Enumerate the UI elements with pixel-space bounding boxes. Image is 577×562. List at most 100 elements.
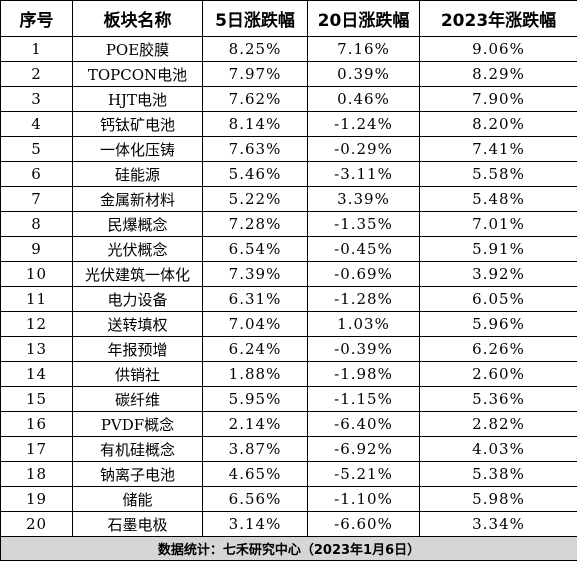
cell-change-5d: 3.14% [202,511,308,537]
table-row: 4 钙钛矿电池 8.14% -1.24% 8.20% [0,111,577,137]
header-change-20d: 20日涨跌幅 [307,0,420,37]
table-row: 17 有机硅概念 3.87% -6.92% 4.03% [0,436,577,462]
cell-index: 7 [0,186,73,212]
cell-change-20d: -1.98% [307,361,420,387]
cell-index: 13 [0,336,73,362]
cell-change-2023: 5.38% [419,461,577,487]
table-row: 3 HJT电池 7.62% 0.46% 7.90% [0,86,577,112]
cell-index: 4 [0,111,73,137]
cell-change-2023: 6.26% [419,336,577,362]
cell-change-2023: 3.34% [419,511,577,537]
table-row: 12 送转填权 7.04% 1.03% 5.96% [0,311,577,337]
table-row: 19 储能 6.56% -1.10% 5.98% [0,486,577,512]
cell-index: 16 [0,411,73,437]
table-row: 18 钠离子电池 4.65% -5.21% 5.38% [0,461,577,487]
table-header: 序号 板块名称 5日涨跌幅 20日涨跌幅 2023年涨跌幅 [0,0,577,37]
cell-index: 9 [0,236,73,262]
footer-row: 数据统计：七禾研究中心（2023年1月6日） [0,536,577,561]
cell-change-5d: 7.28% [202,211,308,237]
cell-change-5d: 5.46% [202,161,308,187]
table-row: 10 光伏建筑一体化 7.39% -0.69% 3.92% [0,261,577,287]
cell-index: 10 [0,261,73,287]
cell-change-5d: 2.14% [202,411,308,437]
cell-sector-name: 碳纤维 [72,386,203,412]
cell-change-20d: 3.39% [307,186,420,212]
cell-sector-name: 有机硅概念 [72,436,203,462]
cell-change-5d: 5.22% [202,186,308,212]
cell-change-20d: -1.35% [307,211,420,237]
cell-sector-name: 年报预增 [72,336,203,362]
cell-change-20d: -0.29% [307,136,420,162]
cell-change-5d: 7.97% [202,61,308,87]
cell-sector-name: 供销社 [72,361,203,387]
cell-change-2023: 5.48% [419,186,577,212]
cell-change-2023: 5.58% [419,161,577,187]
data-source-note: 数据统计：七禾研究中心（2023年1月6日） [0,536,577,561]
cell-change-2023: 7.01% [419,211,577,237]
cell-change-5d: 6.31% [202,286,308,312]
cell-change-2023: 7.41% [419,136,577,162]
header-change-2023: 2023年涨跌幅 [419,0,577,37]
cell-index: 3 [0,86,73,112]
cell-change-20d: 0.46% [307,86,420,112]
cell-sector-name: PVDF概念 [72,411,203,437]
cell-change-20d: -5.21% [307,461,420,487]
table-row: 15 碳纤维 5.95% -1.15% 5.36% [0,386,577,412]
header-sector-name: 板块名称 [72,0,203,37]
cell-index: 2 [0,61,73,87]
cell-index: 6 [0,161,73,187]
cell-change-2023: 5.98% [419,486,577,512]
cell-sector-name: 一体化压铸 [72,136,203,162]
cell-sector-name: 光伏建筑一体化 [72,261,203,287]
cell-change-20d: -1.15% [307,386,420,412]
cell-index: 17 [0,436,73,462]
cell-sector-name: TOPCON电池 [72,61,203,87]
table-row: 7 金属新材料 5.22% 3.39% 5.48% [0,186,577,212]
cell-change-20d: -0.45% [307,236,420,262]
table-row: 5 一体化压铸 7.63% -0.29% 7.41% [0,136,577,162]
table-row: 11 电力设备 6.31% -1.28% 6.05% [0,286,577,312]
cell-change-20d: -0.39% [307,336,420,362]
cell-change-2023: 6.05% [419,286,577,312]
cell-change-5d: 7.39% [202,261,308,287]
table-body: 1 POE胶膜 8.25% 7.16% 9.06% 2 TOPCON电池 7.97% 0.39%… [0,36,577,537]
cell-sector-name: 钠离子电池 [72,461,203,487]
cell-index: 15 [0,386,73,412]
table-row: 6 硅能源 5.46% -3.11% 5.58% [0,161,577,187]
table-row: 13 年报预增 6.24% -0.39% 6.26% [0,336,577,362]
cell-change-5d: 7.62% [202,86,308,112]
header-index: 序号 [0,0,73,37]
cell-sector-name: 光伏概念 [72,236,203,262]
cell-index: 1 [0,36,73,62]
cell-change-5d: 1.88% [202,361,308,387]
cell-change-2023: 2.82% [419,411,577,437]
table-row: 14 供销社 1.88% -1.98% 2.60% [0,361,577,387]
cell-change-5d: 3.87% [202,436,308,462]
cell-change-5d: 6.54% [202,236,308,262]
cell-index: 12 [0,311,73,337]
cell-change-2023: 2.60% [419,361,577,387]
cell-change-2023: 7.90% [419,86,577,112]
cell-change-20d: -6.60% [307,511,420,537]
cell-index: 18 [0,461,73,487]
cell-index: 19 [0,486,73,512]
cell-change-2023: 4.03% [419,436,577,462]
cell-change-20d: -0.69% [307,261,420,287]
cell-sector-name: 金属新材料 [72,186,203,212]
cell-index: 5 [0,136,73,162]
cell-index: 8 [0,211,73,237]
cell-change-20d: -6.40% [307,411,420,437]
cell-change-5d: 6.24% [202,336,308,362]
cell-change-2023: 5.36% [419,386,577,412]
cell-change-5d: 8.14% [202,111,308,137]
cell-change-2023: 3.92% [419,261,577,287]
cell-change-5d: 7.04% [202,311,308,337]
cell-index: 20 [0,511,73,537]
cell-sector-name: 石墨电极 [72,511,203,537]
cell-change-5d: 4.65% [202,461,308,487]
cell-change-20d: -6.92% [307,436,420,462]
table-row: 8 民爆概念 7.28% -1.35% 7.01% [0,211,577,237]
cell-change-2023: 5.91% [419,236,577,262]
cell-change-2023: 8.20% [419,111,577,137]
